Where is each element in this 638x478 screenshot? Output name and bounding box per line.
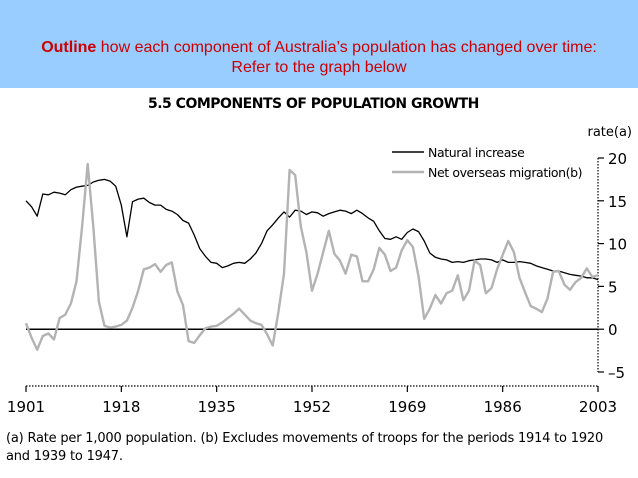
x-tick-label: 1901 — [7, 398, 45, 416]
x-tick-label: 1969 — [388, 398, 426, 416]
y-tick-label: 0 — [608, 321, 618, 339]
x-tick-label: 2003 — [579, 398, 617, 416]
slide-heading: Outline how each component of Australia’… — [40, 38, 598, 78]
y-axis-label: rate(a) — [587, 125, 632, 140]
legend-label: Net overseas migration(b) — [428, 165, 582, 180]
x-tick-label: 1952 — [293, 398, 331, 416]
chart-series — [24, 162, 599, 351]
x-tick-label: 1986 — [484, 398, 522, 416]
y-tick-label: 15 — [608, 193, 627, 211]
slide-heading-keyword: Outline — [41, 39, 97, 56]
chart-title: 5.5 COMPONENTS OF POPULATION GROWTH — [148, 96, 479, 112]
y-tick-label: 20 — [608, 150, 627, 168]
legend-label: Natural increase — [428, 145, 525, 160]
slide-heading-rest: how each component of Australia’s popula… — [100, 39, 597, 76]
x-tick-label: 1935 — [198, 398, 236, 416]
population-chart: 5.5 COMPONENTS OF POPULATION GROWTH rate… — [7, 96, 632, 416]
chart-footnote: (a) Rate per 1,000 population. (b) Exclu… — [6, 431, 604, 464]
x-tick-label: 1918 — [102, 398, 140, 416]
chart-axes: –5 0 5 10 15 20 1901 1918 1935 1952 1969 1986 2003 — [7, 150, 627, 416]
chart-legend: Natural increase Net overseas migration(b… — [392, 145, 583, 180]
y-tick-label: 5 — [608, 278, 618, 296]
series-line-natural-increase — [25, 178, 599, 281]
y-tick-label: 10 — [608, 236, 627, 254]
y-tick-label: –5 — [608, 364, 625, 382]
slide-banner: Outline how each component of Australia’… — [0, 0, 638, 88]
series-line-net-overseas-migration-b — [24, 162, 599, 351]
